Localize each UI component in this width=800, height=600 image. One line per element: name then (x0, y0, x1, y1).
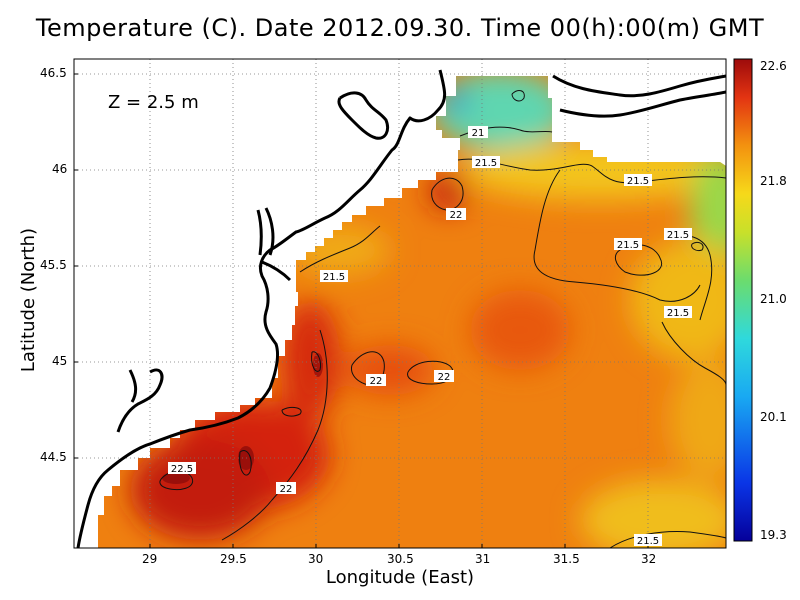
warm-mid-2 (470, 290, 570, 370)
coastline-estuary (116, 368, 164, 433)
contour-label: 22.5 (168, 462, 196, 475)
contour-label: 22 (434, 370, 454, 383)
coastline (76, 69, 726, 548)
warm-mid-1 (345, 345, 435, 395)
contour-label: 21.5 (320, 270, 348, 283)
contour-21-5-right2 (661, 321, 726, 386)
contour-label-text: 21.5 (667, 308, 689, 319)
contour-label-text: 22 (450, 210, 463, 221)
y-tick-label: 44.5 (40, 450, 67, 464)
contour-label: 22 (366, 374, 386, 387)
hot-spot (313, 353, 323, 377)
contour-21-small (511, 90, 525, 102)
contour-21-5-ring (614, 244, 663, 276)
contour-label-text: 22 (280, 484, 293, 495)
contour-22-5-b (239, 450, 252, 476)
x-axis-label: Longitude (East) (325, 567, 475, 588)
y-tick-label: 45.5 (40, 258, 67, 272)
contour-label: 22 (276, 482, 296, 495)
colorbar-tick-label: 22.6 (760, 59, 787, 73)
coastline-main (76, 69, 447, 548)
contour-label-text: 22 (370, 376, 383, 387)
chart-title: Temperature (C). Date 2012.09.30. Time 0… (35, 14, 765, 42)
grid-lines (74, 59, 726, 548)
coastline-bay (559, 90, 726, 118)
x-tick-label: 29.5 (220, 552, 247, 566)
contour-21-5-coast (299, 225, 381, 273)
hot-spot (162, 472, 190, 484)
warm-strip (280, 300, 340, 420)
contour-label: 21.5 (634, 534, 662, 547)
contour-label: 21.5 (614, 238, 642, 251)
colorbar-tick-label: 19.3 (760, 528, 787, 542)
contour-label: 21.5 (624, 174, 652, 187)
contour-label: 21.5 (472, 156, 500, 169)
coast-yellow (290, 225, 390, 275)
contour-label: 21.5 (664, 306, 692, 319)
colorbar-tick-label: 21.8 (760, 174, 787, 188)
contour-label-text: 21.5 (627, 176, 649, 187)
y-tick-label: 45 (52, 354, 68, 368)
x-tick-label: 31 (475, 552, 491, 566)
contour-label-text: 21.5 (617, 240, 639, 251)
x-tick-label: 30.5 (387, 552, 414, 566)
colorbar (733, 58, 753, 542)
contour-22-coast (221, 329, 328, 541)
contour-label-text: 21.5 (637, 536, 659, 547)
contour-label-text: 21.5 (323, 272, 345, 283)
plot-frame (73, 58, 727, 549)
x-tick-label: 32 (641, 552, 657, 566)
contour-label-text: 21.5 (667, 230, 689, 241)
x-tick-label: 30 (308, 552, 324, 566)
contour-22-5-c (281, 406, 302, 417)
contour-label-text: 22.5 (171, 464, 193, 475)
contour-hot-spot (691, 241, 704, 251)
cold-patch-north (430, 76, 570, 150)
contour-label: 22 (446, 208, 466, 221)
east-yellow-1 (630, 240, 726, 360)
coastline-lagoon (337, 91, 390, 140)
east-band-green (690, 150, 726, 270)
contour-labels: 21 21.5 21.5 22 21.5 21.5 21.5 21.5 22 2… (168, 126, 692, 547)
coastline-delta (256, 207, 292, 282)
contour-21-5-east (533, 169, 701, 302)
y-tick-label: 46 (52, 162, 68, 176)
coldest-spot (445, 90, 465, 110)
contour-label: 21.5 (664, 228, 692, 241)
contour-22-north (431, 177, 464, 211)
temperature-field (98, 76, 726, 548)
contour-label-text: 21.5 (475, 158, 497, 169)
x-tick-label: 31.5 (553, 552, 580, 566)
colorbar-tick-label: 20.1 (760, 410, 787, 424)
contour-label: 21 (468, 126, 488, 139)
contour-22-5-d (311, 351, 321, 372)
warm-core-south (130, 440, 270, 540)
east-yellow-2 (580, 480, 726, 548)
warm-spot-north (428, 174, 468, 210)
contour-21-5-north (457, 158, 726, 184)
contour-label-text: 22 (438, 372, 451, 383)
east-yellow-3 (670, 360, 726, 480)
contour-21-5-south (609, 531, 726, 548)
depth-label: Z = 2.5 m (108, 92, 199, 113)
coastline-east (552, 74, 726, 98)
y-axis-label: Latitude (North) (18, 227, 39, 373)
x-tick-label: 29 (142, 552, 158, 566)
colorbar-tick-label: 21.0 (760, 292, 787, 306)
contour-label-text: 21 (472, 128, 485, 139)
y-tick-label: 46.5 (40, 66, 67, 80)
